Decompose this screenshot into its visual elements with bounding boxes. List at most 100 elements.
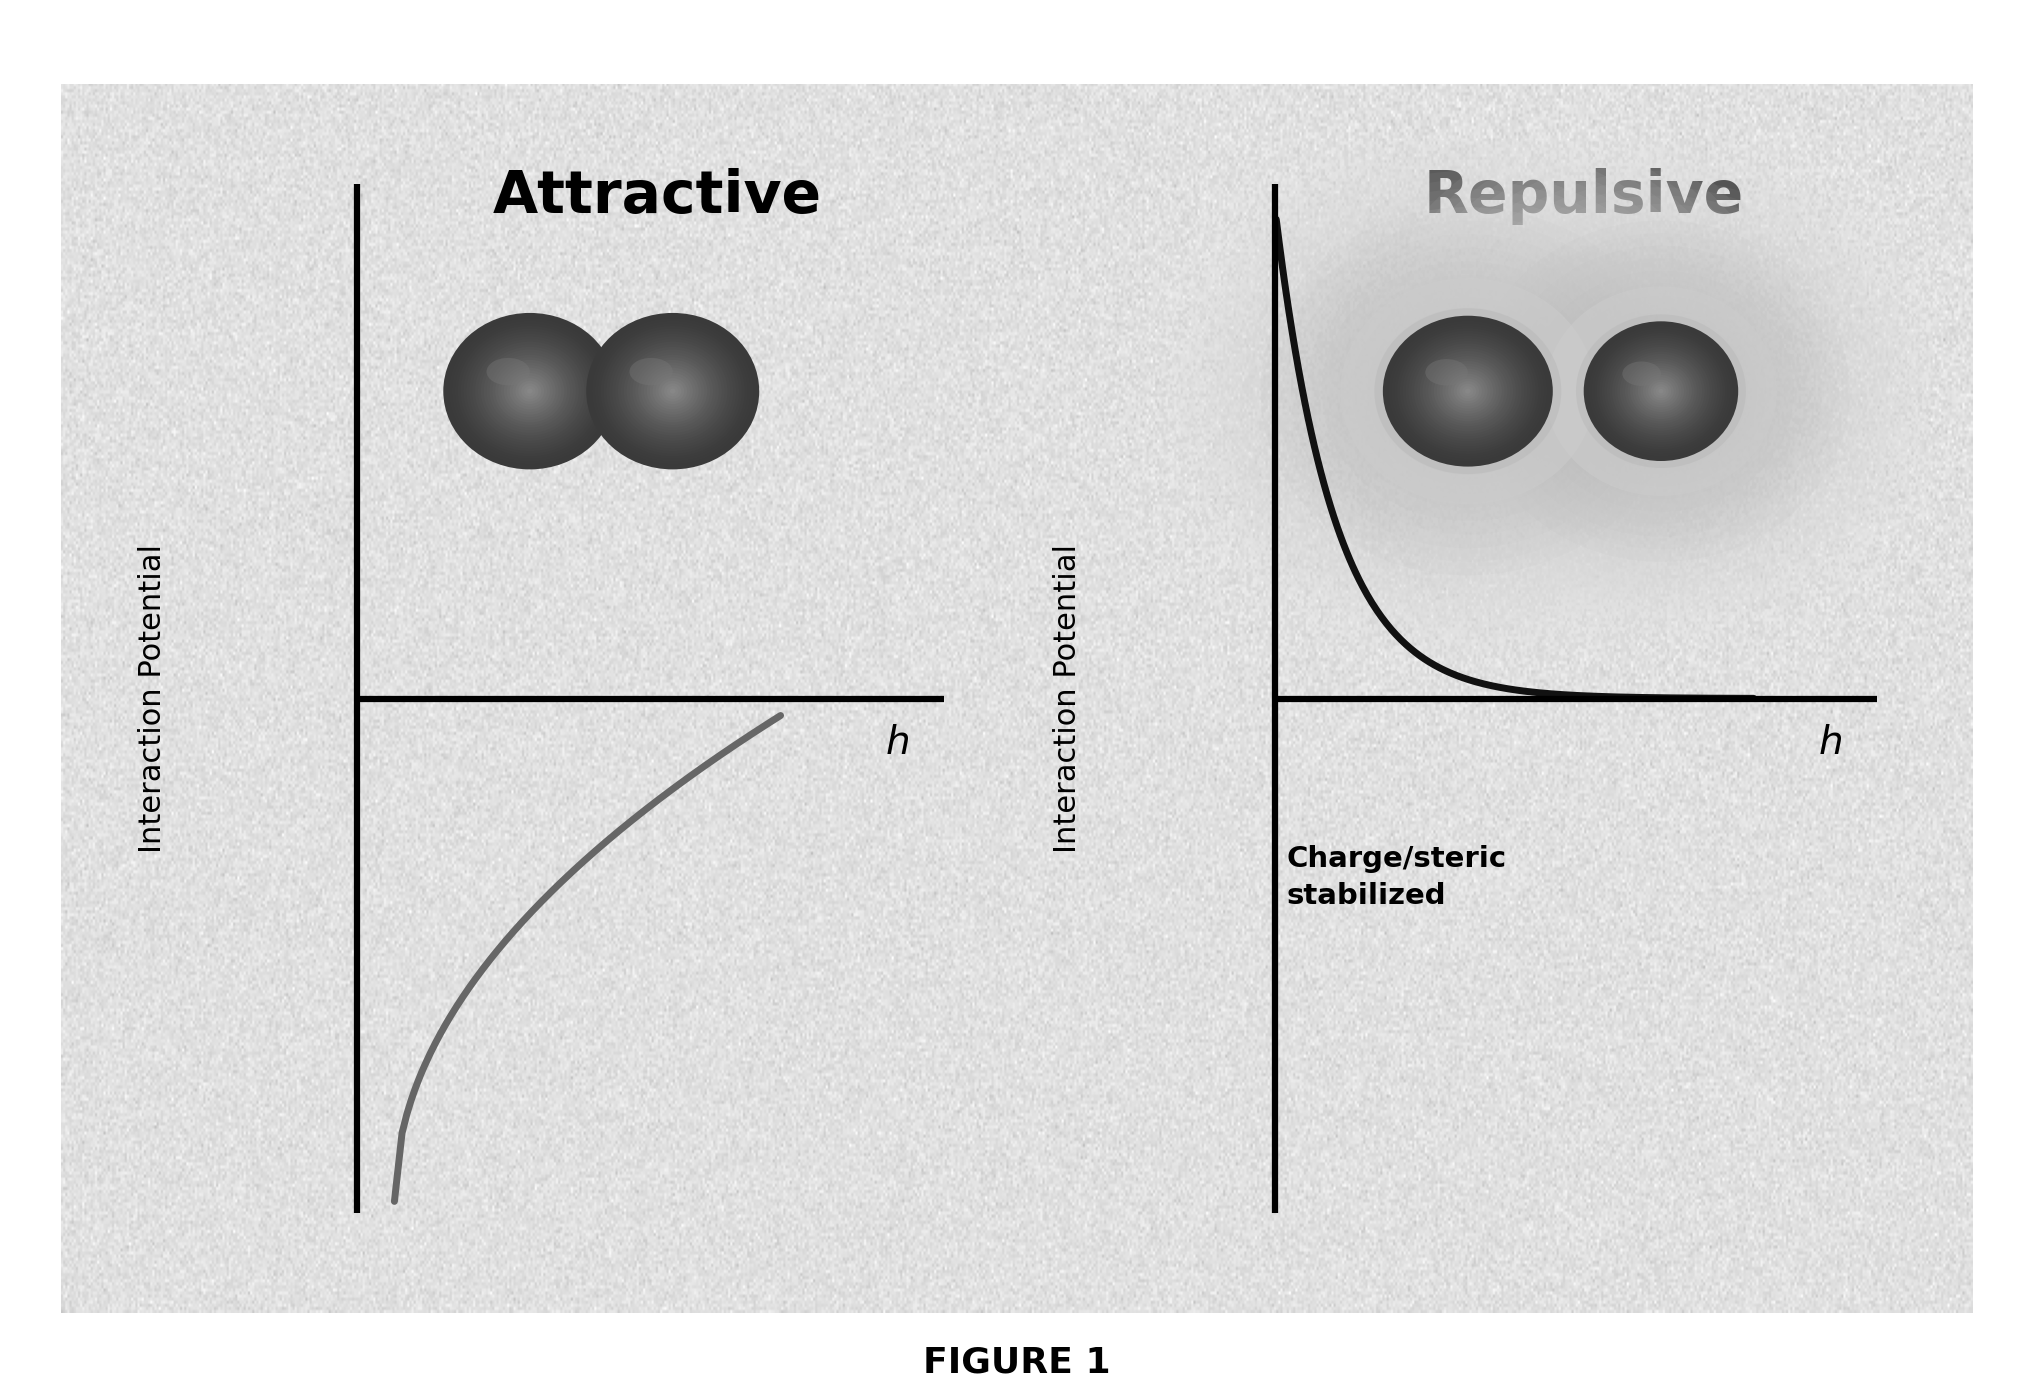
Ellipse shape [1441,369,1494,414]
Ellipse shape [1351,289,1583,493]
Ellipse shape [1471,221,1849,562]
Ellipse shape [1280,225,1654,557]
Ellipse shape [1546,288,1774,495]
Ellipse shape [1351,112,1969,671]
Ellipse shape [1290,235,1644,548]
Ellipse shape [1554,296,1766,486]
Ellipse shape [640,362,705,420]
Ellipse shape [1439,366,1496,416]
Ellipse shape [1640,373,1680,409]
Ellipse shape [1158,116,1776,666]
Ellipse shape [1650,381,1670,401]
Ellipse shape [1455,381,1479,401]
Ellipse shape [1307,247,1628,535]
Ellipse shape [1605,342,1715,440]
Ellipse shape [443,313,616,469]
Ellipse shape [1510,254,1811,528]
Ellipse shape [1388,145,1932,637]
Ellipse shape [1351,289,1583,493]
Ellipse shape [1489,237,1831,545]
Ellipse shape [1622,356,1699,426]
Ellipse shape [1632,366,1689,416]
Ellipse shape [496,360,565,422]
Ellipse shape [1585,324,1735,458]
Ellipse shape [1435,187,1886,595]
Ellipse shape [1575,314,1745,468]
Ellipse shape [1368,302,1567,481]
Ellipse shape [1593,331,1727,451]
Ellipse shape [1500,246,1821,536]
Ellipse shape [1463,212,1857,570]
Ellipse shape [1622,362,1660,386]
Ellipse shape [1565,305,1756,478]
Ellipse shape [1416,346,1518,436]
Ellipse shape [471,339,587,443]
Ellipse shape [1601,338,1719,444]
Ellipse shape [664,383,681,400]
Ellipse shape [475,342,585,440]
Ellipse shape [1453,379,1481,404]
Ellipse shape [478,344,581,439]
Ellipse shape [1615,352,1705,430]
Ellipse shape [1628,360,1693,422]
Ellipse shape [669,388,675,394]
Ellipse shape [652,373,693,409]
Ellipse shape [1416,170,1904,612]
Ellipse shape [506,370,553,412]
Ellipse shape [1652,384,1668,398]
Ellipse shape [524,386,534,397]
Ellipse shape [1260,207,1674,576]
Ellipse shape [1400,331,1534,451]
Ellipse shape [1390,323,1544,460]
Ellipse shape [504,367,555,415]
Ellipse shape [1465,388,1469,394]
Text: Attractive: Attractive [494,168,821,225]
Ellipse shape [1599,335,1721,447]
Ellipse shape [1250,198,1685,584]
Ellipse shape [1382,316,1552,467]
Text: Charge/steric
stabilized: Charge/steric stabilized [1286,845,1506,909]
Ellipse shape [498,362,561,420]
Ellipse shape [1424,353,1510,429]
Ellipse shape [480,346,579,436]
Ellipse shape [490,355,569,427]
Ellipse shape [630,358,673,386]
Ellipse shape [1426,356,1508,426]
Ellipse shape [1361,298,1573,485]
Ellipse shape [1148,108,1786,675]
Ellipse shape [1290,235,1644,548]
Ellipse shape [486,358,530,386]
Ellipse shape [1573,313,1748,469]
Text: Repulsive: Repulsive [1422,168,1743,225]
Text: h: h [1819,724,1843,763]
Ellipse shape [518,381,541,401]
Ellipse shape [585,313,758,469]
Ellipse shape [1370,129,1951,654]
Ellipse shape [1528,271,1792,511]
Ellipse shape [1583,321,1737,461]
Ellipse shape [1341,279,1593,503]
Ellipse shape [1404,335,1530,447]
Ellipse shape [1418,348,1516,434]
Ellipse shape [1644,377,1676,405]
Ellipse shape [1398,154,1922,629]
Ellipse shape [666,386,679,397]
Ellipse shape [455,323,604,460]
Ellipse shape [1406,162,1914,620]
Ellipse shape [1638,370,1682,412]
Ellipse shape [1544,286,1776,496]
Ellipse shape [469,337,589,446]
Ellipse shape [591,319,754,464]
Ellipse shape [638,360,707,422]
Ellipse shape [597,323,748,460]
Text: FIGURE 1: FIGURE 1 [923,1345,1109,1379]
Ellipse shape [1260,207,1674,576]
Ellipse shape [1528,271,1792,511]
Ellipse shape [1536,279,1784,503]
Ellipse shape [1424,359,1467,386]
Ellipse shape [644,365,701,418]
Ellipse shape [1380,137,1941,645]
Ellipse shape [646,367,699,415]
Ellipse shape [465,334,593,448]
Ellipse shape [1361,120,1959,662]
